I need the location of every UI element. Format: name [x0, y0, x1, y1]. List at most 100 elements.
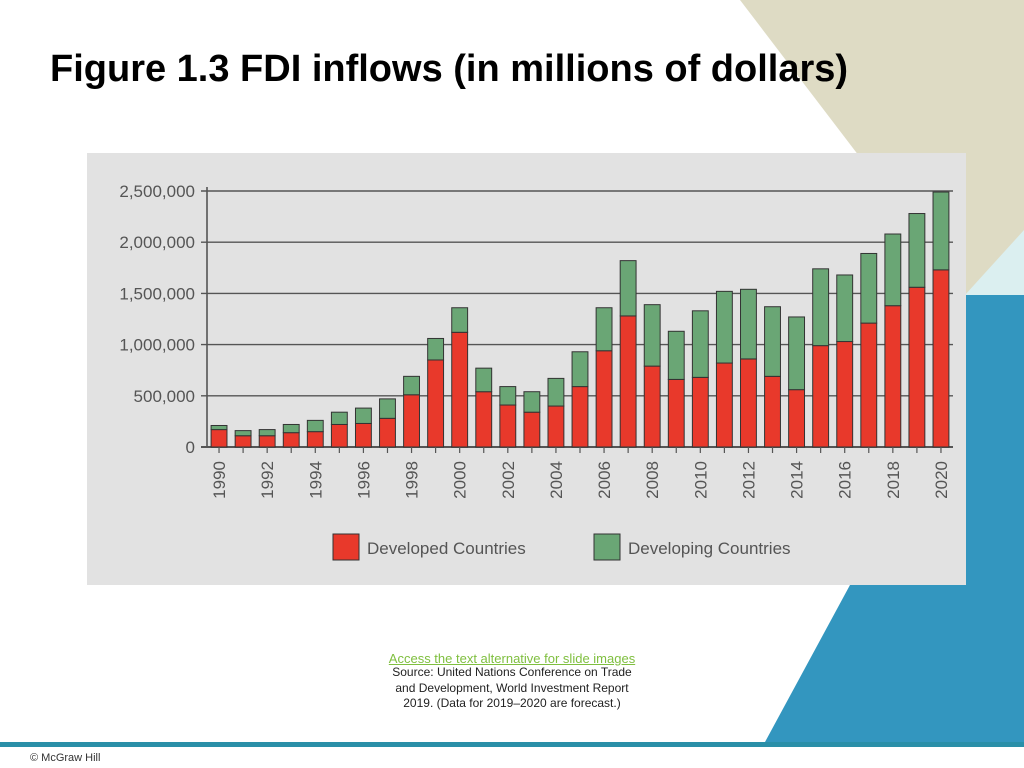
y-tick-label: 0: [186, 438, 195, 457]
bar-developing-1997: [379, 398, 396, 419]
bar-developing-1990: [210, 424, 228, 431]
bar-developed-2016: [836, 341, 854, 448]
bar-developed-1991: [234, 435, 252, 448]
bar-developing-2000: [451, 307, 469, 333]
bar-developed-1997: [379, 417, 396, 448]
x-tick-label: 2018: [884, 461, 903, 499]
x-tick-label: 2000: [451, 461, 470, 499]
y-axis-tick-labels: 0 500,000 1,000,000 1,500,000 2,000,000 2,500…: [119, 182, 195, 457]
y-tick-label: 2,000,000: [119, 233, 195, 252]
bar-developing-2005: [571, 351, 589, 388]
bar-developed-1992: [258, 435, 276, 448]
bar-developed-1996: [354, 422, 372, 448]
bar-developing-2016: [836, 274, 854, 343]
x-axis-tick-labels: 1990 1992 1994 1996 1998 2000 2002 2004 2006 2008…: [210, 461, 951, 499]
bar-developed-2003: [523, 411, 541, 448]
bar-developed-2018: [884, 305, 902, 448]
x-tick-label: 1990: [210, 461, 229, 499]
bar-developed-2002: [499, 404, 517, 448]
bar-developed-1998: [403, 394, 420, 448]
y-tick-label: 500,000: [134, 387, 195, 406]
bar-developed-2012: [740, 358, 757, 448]
bar-developed-2020: [932, 269, 950, 448]
bar-developing-2004: [547, 377, 565, 407]
bar-developing-2019: [908, 213, 926, 288]
legend-developed-label: Developed Countries: [367, 539, 526, 558]
blue-decor-shape: [765, 295, 1024, 742]
bar-developed-2000: [451, 331, 469, 448]
x-tick-label: 2014: [788, 461, 807, 499]
bar-developing-2020: [932, 191, 950, 271]
bar-developing-2009: [667, 330, 685, 380]
bar-developing-1998: [403, 375, 420, 396]
bar-series: [210, 191, 950, 453]
y-tick-label: 2,500,000: [119, 182, 195, 201]
bar-developed-1995: [330, 423, 348, 448]
x-tick-label: 2006: [595, 461, 614, 499]
x-tick-label: 1992: [258, 461, 277, 499]
bar-developing-2006: [595, 307, 613, 352]
bar-developing-1991: [234, 430, 252, 437]
bar-developing-2015: [812, 268, 830, 347]
bar-developed-2010: [691, 376, 709, 448]
bar-developed-2011: [715, 362, 733, 448]
bar-developing-1994: [306, 419, 324, 433]
text-alternative-link[interactable]: Access the text alternative for slide im…: [388, 651, 636, 666]
bar-developing-1995: [330, 411, 348, 425]
bar-developing-2012: [740, 288, 757, 360]
slide-title: Figure 1.3 FDI inflows (in millions of d…: [50, 48, 849, 90]
bar-developed-1993: [282, 432, 300, 448]
x-tick-label: 2012: [739, 461, 758, 499]
x-tick-label: 2020: [932, 461, 951, 499]
x-tick-label: 2002: [499, 461, 518, 499]
chart-legend: Developed Countries Developing Countries: [332, 533, 791, 561]
bar-developing-1996: [354, 407, 372, 424]
bar-developing-2003: [523, 391, 541, 413]
bar-developed-2014: [788, 389, 806, 448]
bar-developed-2015: [812, 345, 830, 448]
fdi-stacked-bar-chart: 0 500,000 1,000,000 1,500,000 2,000,000 2,500…: [87, 153, 966, 585]
bar-developing-2010: [691, 310, 709, 378]
chart-panel: 0 500,000 1,000,000 1,500,000 2,000,000 2,500…: [87, 153, 966, 585]
light-teal-decor-shape: [965, 230, 1024, 295]
x-tick-label: 2010: [691, 461, 710, 499]
bar-developed-1994: [306, 431, 324, 448]
bar-developing-2002: [499, 386, 517, 406]
bar-developing-1993: [282, 423, 300, 434]
bar-developed-2008: [643, 365, 661, 448]
bar-developed-2017: [860, 322, 878, 448]
chart-panel-background: [87, 153, 966, 585]
bar-developing-2008: [643, 304, 661, 367]
bar-developed-2009: [667, 378, 685, 448]
bar-developing-2014: [788, 316, 806, 391]
x-tick-label: 1996: [354, 461, 373, 499]
bar-developed-2005: [571, 386, 589, 448]
bar-developed-2006: [595, 350, 613, 448]
source-note: Source: United Nations Conference on Tra…: [392, 665, 632, 710]
legend-developing-swatch: [593, 533, 621, 561]
y-tick-label: 1,500,000: [119, 284, 195, 303]
x-tick-label: 1994: [306, 461, 325, 499]
bar-developed-1999: [427, 359, 445, 448]
teal-footer-bar: [0, 742, 1024, 747]
bar-developing-2018: [884, 233, 902, 307]
bar-developing-2017: [860, 252, 878, 324]
y-tick-label: 1,000,000: [119, 336, 195, 355]
bar-developing-2001: [475, 367, 493, 393]
bar-developed-2007: [619, 315, 637, 448]
bar-developing-1999: [427, 337, 445, 361]
bar-developed-1990: [210, 429, 228, 448]
bar-developed-2019: [908, 286, 926, 448]
bar-developed-2004: [547, 405, 565, 448]
bar-developing-1992: [258, 429, 276, 437]
legend-developing-label: Developing Countries: [628, 539, 791, 558]
x-tick-label: 1998: [403, 461, 422, 499]
x-tick-label: 2016: [836, 461, 855, 499]
bar-developed-2001: [475, 391, 493, 448]
bar-developed-2013: [764, 375, 781, 448]
copyright-notice: © McGraw Hill: [30, 752, 101, 764]
bar-developing-2011: [715, 290, 733, 364]
bar-developing-2013: [764, 306, 781, 377]
x-tick-label: 2008: [643, 461, 662, 499]
x-tick-label: 2004: [547, 461, 566, 499]
